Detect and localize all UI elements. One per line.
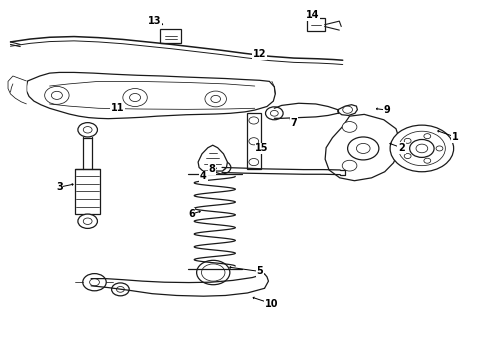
Bar <box>75 169 100 214</box>
Text: 9: 9 <box>383 105 390 115</box>
Circle shape <box>205 267 221 278</box>
Circle shape <box>201 264 225 281</box>
Circle shape <box>51 91 62 99</box>
Circle shape <box>390 125 454 172</box>
Text: 11: 11 <box>111 103 125 113</box>
Polygon shape <box>8 76 26 104</box>
Text: 3: 3 <box>56 182 63 192</box>
Circle shape <box>123 89 147 107</box>
Circle shape <box>343 106 352 113</box>
Circle shape <box>90 279 99 286</box>
Circle shape <box>117 287 124 292</box>
Circle shape <box>436 146 443 151</box>
Text: 12: 12 <box>253 49 267 59</box>
Circle shape <box>416 144 428 153</box>
Text: 14: 14 <box>306 10 319 20</box>
Polygon shape <box>325 114 399 181</box>
Bar <box>247 113 261 169</box>
Text: 2: 2 <box>398 143 405 153</box>
Circle shape <box>424 158 431 163</box>
Text: 10: 10 <box>265 299 279 309</box>
Circle shape <box>424 134 431 139</box>
Text: 7: 7 <box>291 118 297 128</box>
Circle shape <box>404 153 411 158</box>
Circle shape <box>211 95 220 103</box>
Circle shape <box>342 122 357 132</box>
Circle shape <box>45 86 69 104</box>
Circle shape <box>78 123 98 137</box>
Circle shape <box>218 165 226 170</box>
Circle shape <box>213 161 231 174</box>
Polygon shape <box>198 145 227 171</box>
Circle shape <box>83 218 92 225</box>
Circle shape <box>83 127 92 133</box>
Circle shape <box>398 131 445 166</box>
Text: 4: 4 <box>200 171 207 181</box>
Text: 13: 13 <box>148 17 161 27</box>
Circle shape <box>129 94 141 102</box>
Circle shape <box>205 91 226 107</box>
Circle shape <box>112 283 129 296</box>
Circle shape <box>410 139 434 157</box>
Text: 5: 5 <box>256 266 263 276</box>
Circle shape <box>83 274 106 291</box>
Circle shape <box>266 107 283 120</box>
Circle shape <box>356 143 370 153</box>
Text: 8: 8 <box>208 164 215 174</box>
Text: 1: 1 <box>452 132 459 142</box>
Circle shape <box>249 158 259 166</box>
Circle shape <box>404 138 411 143</box>
Circle shape <box>342 160 357 171</box>
Polygon shape <box>26 72 275 119</box>
Circle shape <box>270 111 278 116</box>
Text: 6: 6 <box>188 209 195 219</box>
Polygon shape <box>338 105 357 116</box>
Bar <box>307 18 325 31</box>
Circle shape <box>78 214 98 228</box>
Bar <box>160 29 181 43</box>
Circle shape <box>249 117 259 124</box>
Circle shape <box>196 260 230 285</box>
Text: 15: 15 <box>255 143 269 153</box>
Circle shape <box>249 138 259 145</box>
Circle shape <box>347 137 379 160</box>
